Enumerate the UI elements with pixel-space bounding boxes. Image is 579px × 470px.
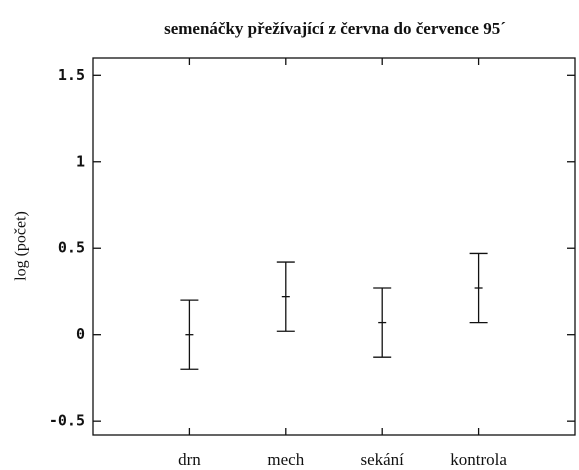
plot-frame bbox=[92, 57, 576, 436]
y-tick-label: 1.5 bbox=[58, 66, 85, 84]
y-tick-label: 0.5 bbox=[58, 239, 85, 257]
chart-title: semenáčky přežívající z června do červen… bbox=[164, 19, 506, 38]
y-tick-label: -0.5 bbox=[49, 412, 85, 430]
y-tick-label: 1 bbox=[76, 152, 85, 170]
x-tick-label: mech bbox=[267, 450, 304, 469]
x-tick-label: kontrola bbox=[450, 450, 507, 469]
y-axis-label: log (počet) bbox=[13, 211, 30, 281]
x-tick-label: sekání bbox=[360, 450, 404, 469]
y-tick-label: 0 bbox=[76, 325, 85, 343]
x-tick-label: drn bbox=[178, 450, 201, 469]
